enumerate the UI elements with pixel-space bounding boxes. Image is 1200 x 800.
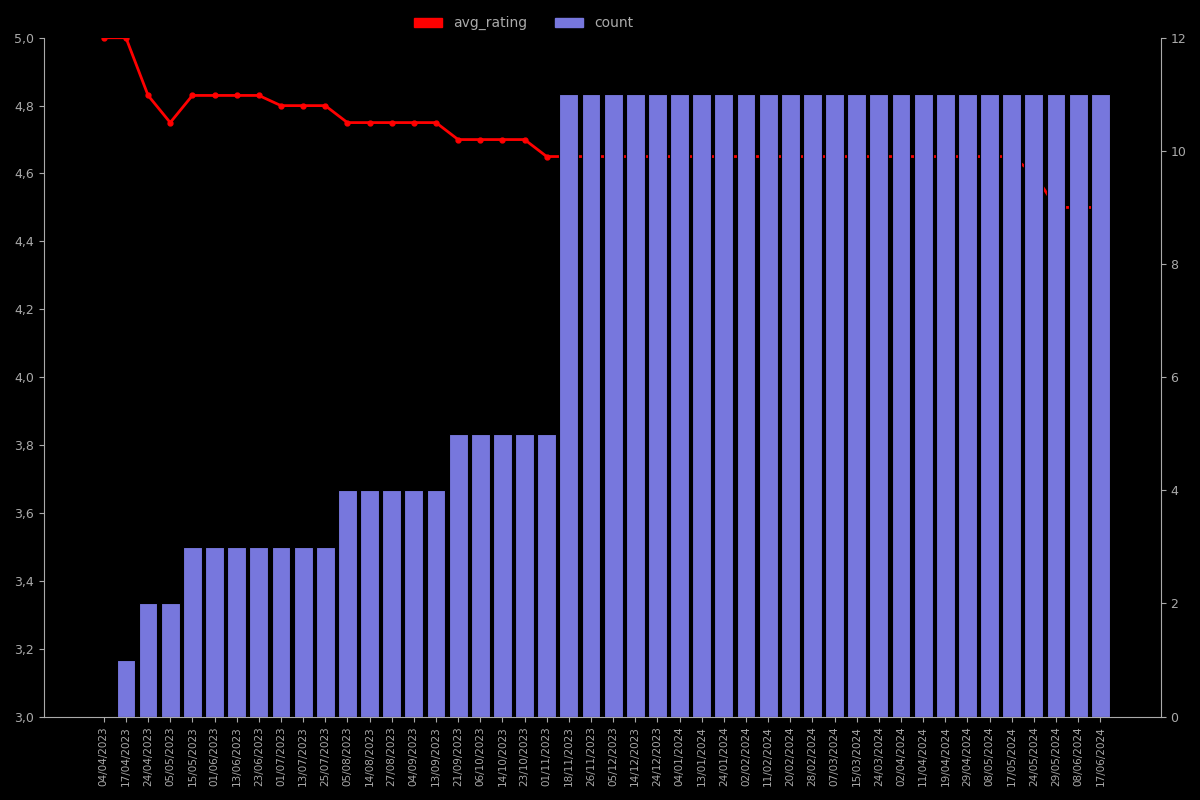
- Bar: [826, 94, 844, 717]
- Bar: [958, 94, 977, 717]
- Bar: [1002, 94, 1021, 717]
- Bar: [626, 94, 644, 717]
- Bar: [227, 547, 246, 717]
- Bar: [604, 94, 623, 717]
- Bar: [714, 94, 733, 717]
- Bar: [383, 490, 401, 717]
- Bar: [1069, 94, 1087, 717]
- Bar: [116, 660, 136, 717]
- Bar: [980, 94, 1000, 717]
- Bar: [538, 434, 556, 717]
- Bar: [803, 94, 822, 717]
- Bar: [913, 94, 932, 717]
- Bar: [892, 94, 911, 717]
- Bar: [182, 547, 202, 717]
- Bar: [470, 434, 490, 717]
- Bar: [360, 490, 379, 717]
- Bar: [1091, 94, 1110, 717]
- Bar: [559, 94, 578, 717]
- Bar: [493, 434, 512, 717]
- Bar: [250, 547, 269, 717]
- Bar: [515, 434, 534, 717]
- Bar: [426, 490, 445, 717]
- Bar: [1025, 94, 1043, 717]
- Bar: [870, 94, 888, 717]
- Bar: [205, 547, 224, 717]
- Bar: [692, 94, 712, 717]
- Bar: [936, 94, 955, 717]
- Bar: [582, 94, 600, 717]
- Bar: [338, 490, 356, 717]
- Bar: [404, 490, 424, 717]
- Bar: [161, 603, 180, 717]
- Bar: [1046, 94, 1066, 717]
- Bar: [294, 547, 312, 717]
- Bar: [847, 94, 866, 717]
- Bar: [758, 94, 778, 717]
- Bar: [670, 94, 689, 717]
- Legend: avg_rating, count: avg_rating, count: [409, 10, 638, 36]
- Bar: [449, 434, 468, 717]
- Bar: [648, 94, 667, 717]
- Bar: [271, 547, 290, 717]
- Bar: [139, 603, 157, 717]
- Bar: [781, 94, 799, 717]
- Bar: [316, 547, 335, 717]
- Bar: [737, 94, 756, 717]
